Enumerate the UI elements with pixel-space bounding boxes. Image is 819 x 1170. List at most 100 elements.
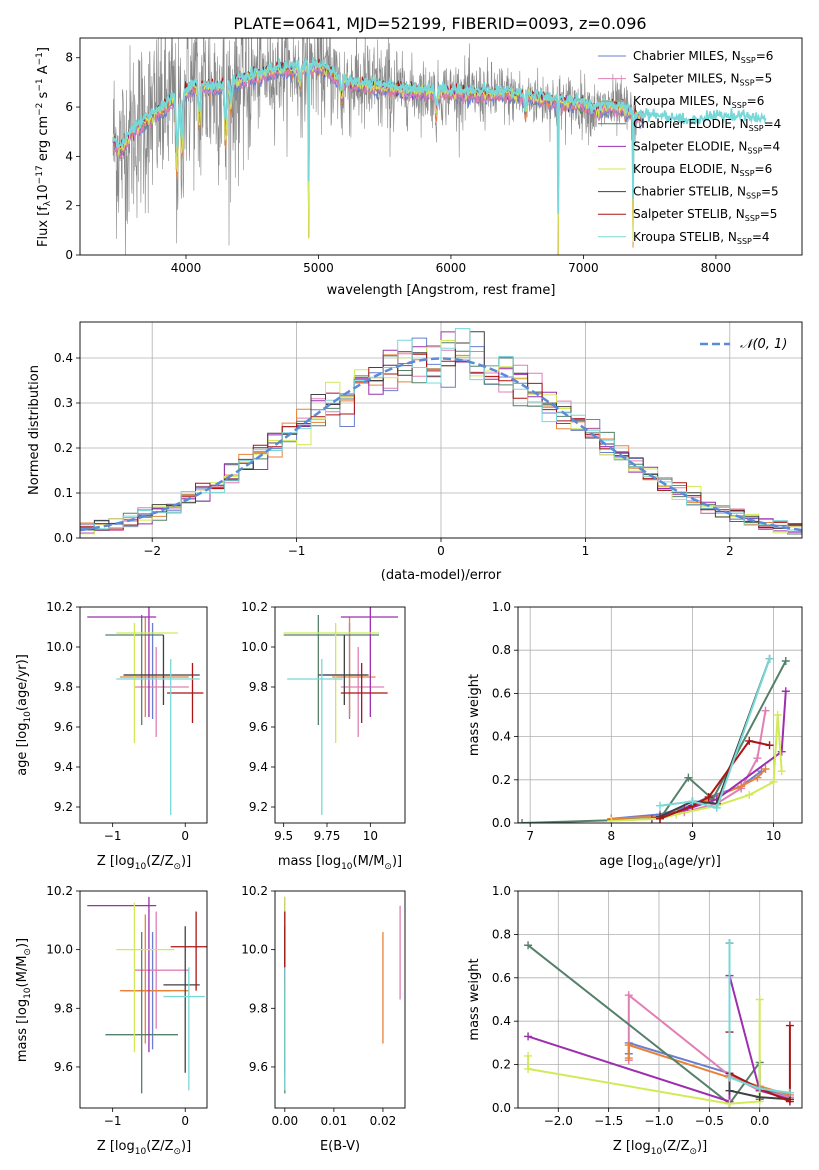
- weight-point-marker: [785, 1097, 794, 1106]
- panel-age-vs-Z: −1 0 9.2 9.4 9.6 9.8 10.0 10.2 Z [log10(Z/Z⊙)] ag…: [15, 600, 208, 872]
- panel-weight-vs-age: 7 8 9 10 0.0 0.2 0.4 0.6 0.8 1.0 mass weight age [l…: [467, 600, 803, 872]
- weight-point-marker: [624, 1041, 633, 1050]
- plot-area: [518, 607, 802, 823]
- weight-point-marker: [761, 765, 770, 773]
- plot-area: [87, 896, 207, 1094]
- y-tick-label: 0.8: [492, 927, 511, 941]
- plot-area: [112, 38, 767, 255]
- legend-label: Kroupa ELODIE, NSSP=6: [633, 162, 772, 178]
- weight-point-marker: [753, 773, 762, 782]
- y-tick-label: 9.6: [249, 720, 268, 734]
- plot-area: [518, 891, 802, 1108]
- weight-point-marker: [684, 773, 693, 782]
- weight-point-marker: [725, 1086, 734, 1095]
- weight-series-line: [527, 999, 761, 1105]
- y-tick-label: 0.2: [492, 1058, 511, 1072]
- y-axis-label: mass [log10(M/M⊙)]: [15, 938, 33, 1062]
- x-axis-label: E(B-V): [320, 1139, 360, 1154]
- y-axis-label: mass weight: [467, 674, 482, 756]
- weight-point-marker: [769, 777, 778, 786]
- x-tick-label: 5000: [303, 261, 334, 275]
- weight-point-marker: [688, 797, 697, 806]
- x-axis-label: Z [log10(Z/Z⊙)]: [97, 854, 191, 872]
- x-tick-label: 8000: [701, 261, 732, 275]
- y-tick-label: 6: [65, 100, 73, 114]
- weight-point-marker: [518, 819, 527, 823]
- y-axis-label: Normed distribution: [27, 365, 42, 495]
- y-tick-label: 10.2: [241, 600, 268, 614]
- plot-area: [283, 607, 399, 815]
- legend-label: 𝒩(0, 1): [740, 337, 787, 352]
- panel-weight-vs-Z: −2.0 −1.5 −1.0 −0.5 0.0 0.0 0.2 0.4 0.6 0.8 1.0 mas…: [467, 884, 803, 1157]
- weight-point-marker: [725, 939, 734, 948]
- spectrum-data-line: [112, 38, 637, 255]
- histogram-series: [80, 328, 802, 538]
- y-tick-label: 9.6: [54, 1060, 73, 1074]
- x-tick-label: 0.00: [271, 1114, 298, 1128]
- x-tick-label: 7000: [568, 261, 599, 275]
- x-tick-label: 4000: [171, 261, 202, 275]
- y-tick-label: 0.0: [492, 816, 511, 830]
- legend-label: Salpeter MILES, NSSP=5: [633, 72, 772, 88]
- y-axis-label: age [log10(age/yr)]: [15, 654, 33, 776]
- panel-residuals: −2 −1 0 1 2 0.0 0.1 0.2 0.3 0.4 (data-model)/error…: [27, 321, 803, 583]
- x-tick-label: 7: [526, 829, 534, 843]
- x-tick-label: 0: [437, 544, 445, 558]
- weight-point-marker: [755, 1084, 764, 1093]
- weight-point-marker: [777, 767, 786, 776]
- y-tick-label: 2: [65, 199, 73, 213]
- y-tick-label: 0.0: [492, 1101, 511, 1115]
- x-axis-label: Z [log10(Z/Z⊙)]: [97, 1139, 191, 1157]
- y-tick-label: 0: [65, 248, 73, 262]
- weight-point-marker: [773, 711, 782, 719]
- weight-point-marker: [656, 801, 664, 810]
- y-tick-label: 0.4: [54, 351, 73, 365]
- weight-series-line: [659, 658, 771, 810]
- y-tick-label: 10.2: [241, 884, 268, 898]
- plot-area: [87, 607, 204, 815]
- normal-reference-curve: [80, 357, 802, 532]
- x-tick-label: −1.5: [594, 1114, 623, 1128]
- y-tick-label: 9.6: [54, 720, 73, 734]
- legend-label: Chabrier MILES, NSSP=6: [633, 49, 773, 65]
- y-tick-label: 0.2: [492, 773, 511, 787]
- plot-area: [284, 896, 401, 1094]
- y-tick-label: 0.6: [492, 686, 511, 700]
- y-tick-label: 9.8: [249, 680, 268, 694]
- weight-point-marker: [753, 754, 762, 763]
- weight-point-marker: [737, 782, 746, 791]
- y-axis-label: mass weight: [467, 958, 482, 1040]
- spectrum-model-line: [112, 56, 767, 214]
- weight-point-marker: [524, 1064, 533, 1073]
- x-tick-label: 0: [181, 1114, 189, 1128]
- weight-point-marker: [624, 1054, 633, 1063]
- axes-frame: [517, 890, 803, 1109]
- y-tick-label: 0.4: [492, 1014, 511, 1028]
- weight-point-marker: [781, 657, 790, 665]
- x-axis-label: wavelength [Angstrom, rest frame]: [327, 283, 556, 298]
- legend-label: Salpeter ELODIE, NSSP=4: [633, 139, 780, 155]
- x-tick-label: 0.0: [750, 1114, 769, 1128]
- y-tick-label: 1.0: [492, 884, 511, 898]
- weight-series-line: [728, 943, 791, 1094]
- y-tick-label: 9.8: [54, 1001, 73, 1015]
- y-tick-label: 0.3: [54, 396, 73, 410]
- weight-point-marker: [712, 803, 721, 812]
- weight-point-marker: [656, 814, 664, 823]
- y-tick-label: 0.2: [54, 441, 73, 455]
- x-tick-label: −2: [143, 544, 161, 558]
- plot-area: [80, 322, 802, 538]
- weight-point-marker: [761, 706, 770, 715]
- x-tick-label: 10: [766, 829, 781, 843]
- weight-point-marker: [725, 1099, 734, 1108]
- weight-point-marker: [765, 654, 774, 663]
- panel-mass-vs-Z: −1 0 9.6 9.8 10.0 10.2 Z [log10(Z/Z⊙)] mass [lo…: [15, 884, 208, 1157]
- axes-frame: [79, 606, 208, 824]
- x-tick-label: 0.01: [321, 1114, 348, 1128]
- legend-label: Chabrier STELIB, NSSP=5: [633, 185, 779, 201]
- y-tick-label: 8: [65, 51, 73, 65]
- x-tick-label: 9.75: [314, 829, 341, 843]
- weight-point-marker: [524, 1032, 533, 1041]
- y-tick-label: 1.0: [492, 600, 511, 614]
